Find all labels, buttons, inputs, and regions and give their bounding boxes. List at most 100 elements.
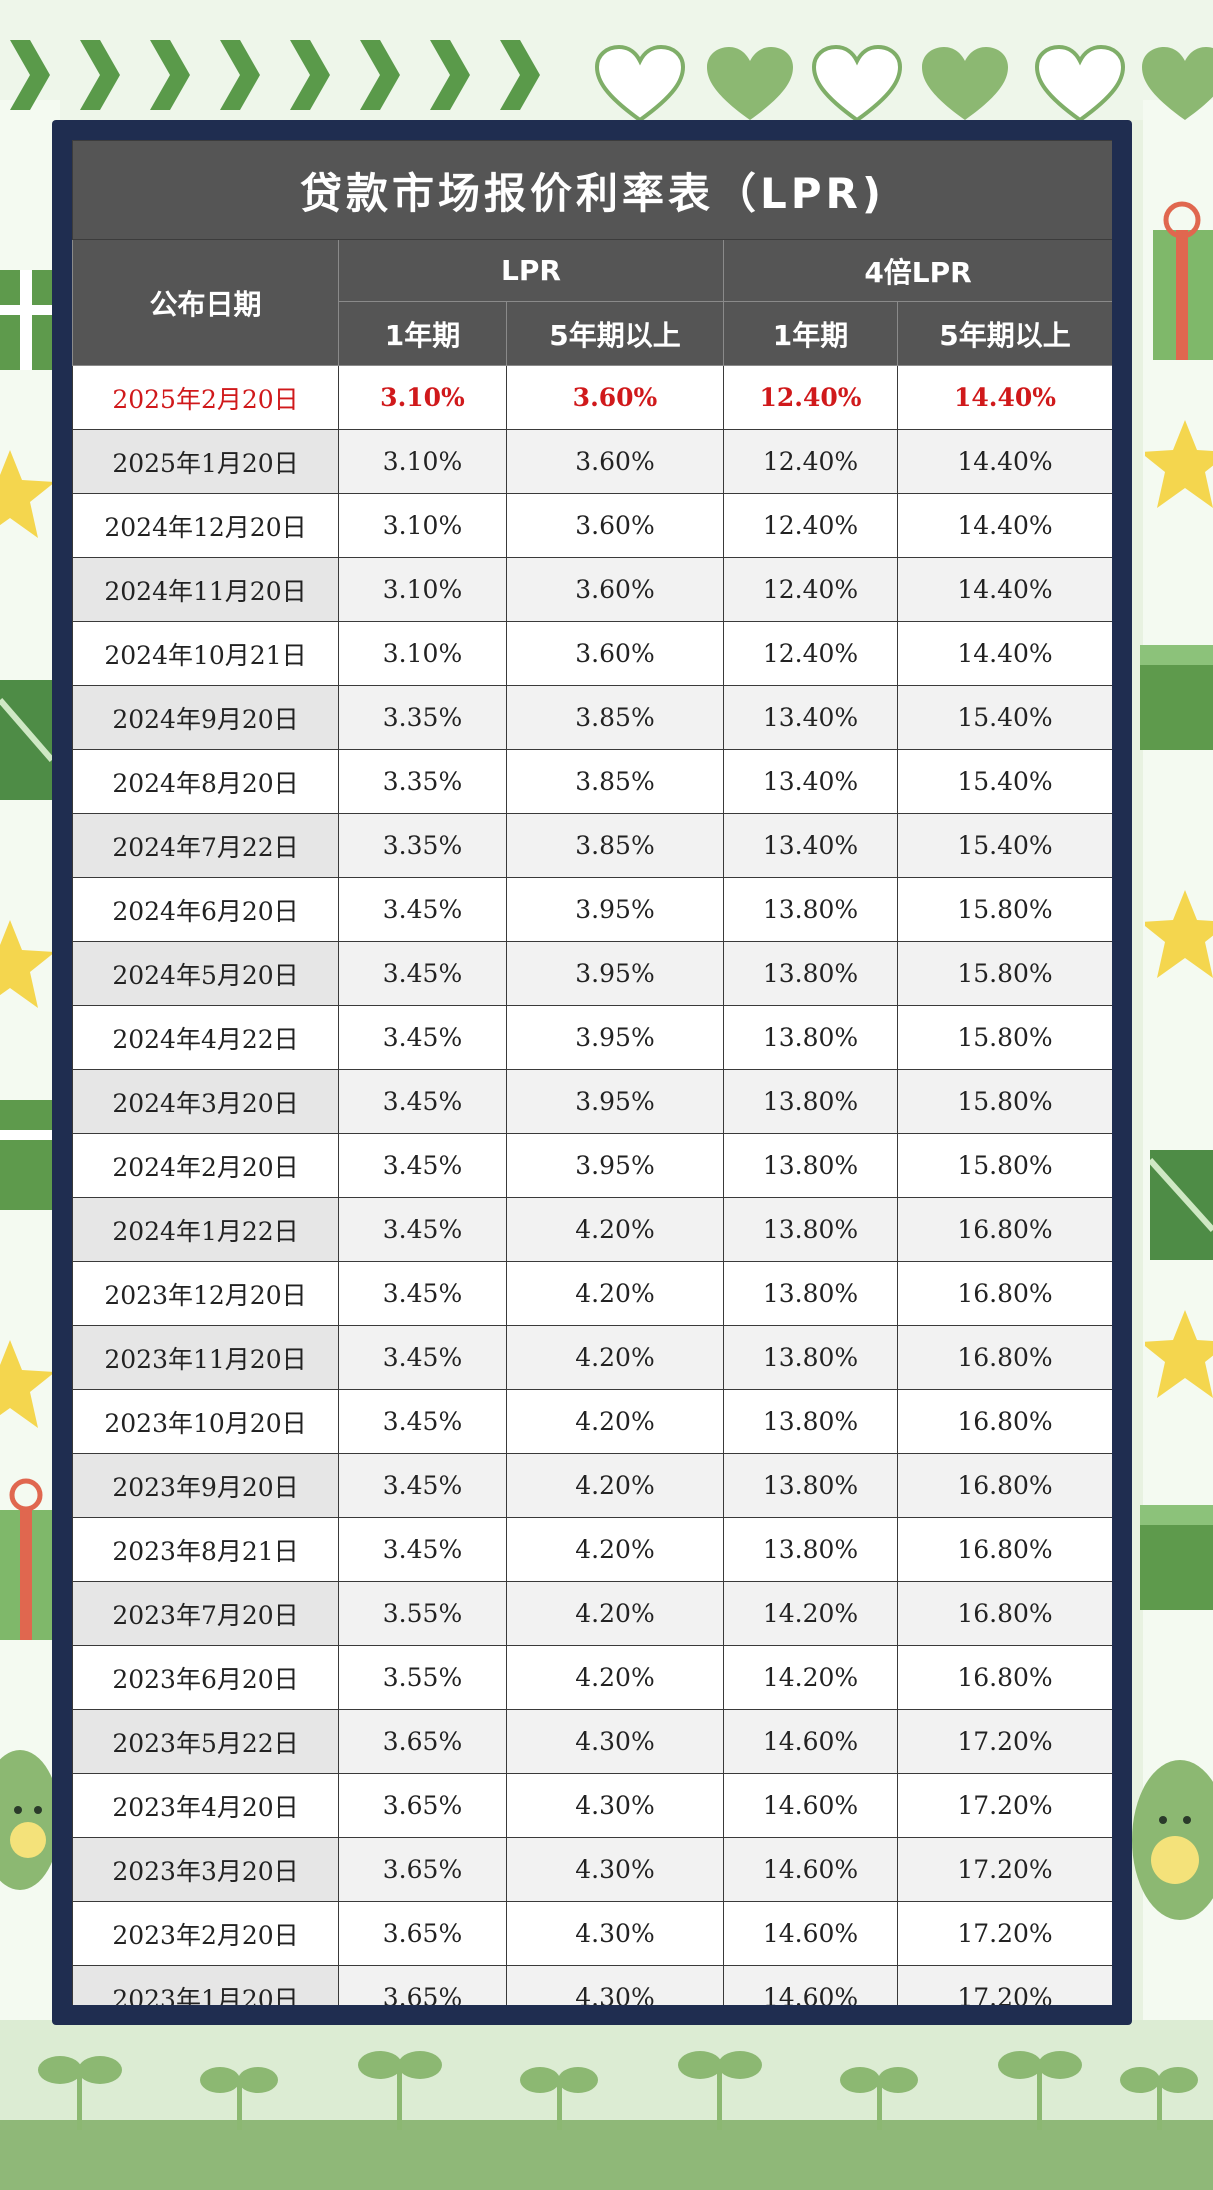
lpr-1y-cell: 3.35% (338, 813, 507, 878)
4x-lpr-1y-cell: 14.20% (723, 1645, 898, 1710)
4x-lpr-5y-cell: 15.80% (896, 1069, 1112, 1134)
table-row: 2024年6月20日 3.45% 3.95% 13.80% 15.80% (72, 877, 1112, 942)
table-row: 2024年12月20日 3.10% 3.60% 12.40% 14.40% (72, 493, 1112, 558)
gift-box-icon (1153, 201, 1213, 360)
bean-character-icon (1132, 1760, 1213, 1920)
4x-lpr-5y-cell: 14.40% (896, 621, 1112, 686)
date-cell: 2024年9月20日 (72, 685, 339, 750)
4x-lpr-5y-cell: 17.20% (896, 1837, 1112, 1902)
grass-strip (0, 2120, 1213, 2190)
table-row: 2024年8月20日 3.35% 3.85% 13.40% 15.40% (72, 749, 1112, 814)
date-cell: 2023年12月20日 (72, 1261, 339, 1326)
table-row: 2023年6月20日 3.55% 4.20% 14.20% 16.80% (72, 1645, 1112, 1710)
lpr-1y-cell: 3.45% (338, 1261, 507, 1326)
table-row: 2024年10月21日 3.10% 3.60% 12.40% 14.40% (72, 621, 1112, 686)
table-row: 2023年11月20日 3.45% 4.20% 13.80% 16.80% (72, 1325, 1112, 1390)
table-row: 2023年3月20日 3.65% 4.30% 14.60% 17.20% (72, 1837, 1112, 1902)
lpr-1y-cell: 3.35% (338, 685, 507, 750)
4x-lpr-5y-cell: 17.20% (896, 1709, 1112, 1774)
date-cell: 2024年11月20日 (72, 557, 339, 622)
4x-lpr-5y-cell: 14.40% (896, 365, 1112, 430)
4x-lpr-group-header: 4倍LPR (722, 239, 1112, 302)
lpr-5y-cell: 4.20% (506, 1517, 724, 1582)
date-cell: 2025年2月20日 (72, 365, 339, 430)
4x-lpr-5y-cell: 16.80% (896, 1325, 1112, 1390)
table-row: 2025年2月20日 3.10% 3.60% 12.40% 14.40% (72, 365, 1112, 430)
lpr-1y-cell: 3.55% (338, 1645, 507, 1710)
lpr-5y-cell: 4.30% (506, 1837, 724, 1902)
table-row: 2023年12月20日 3.45% 4.20% 13.80% 16.80% (72, 1261, 1112, 1326)
lpr-5y-cell: 3.60% (506, 429, 724, 494)
date-cell: 2024年3月20日 (72, 1069, 339, 1134)
date-cell: 2024年12月20日 (72, 493, 339, 558)
gift-box-icon (0, 1100, 52, 1210)
date-cell: 2023年7月20日 (72, 1581, 339, 1646)
lpr-1y-cell: 3.10% (338, 429, 507, 494)
4x-lpr-5y-cell: 17.20% (896, 1965, 1112, 2005)
4x-lpr-5y-cell: 15.80% (896, 1005, 1112, 1070)
4x-lpr-1y-cell: 13.80% (723, 1453, 898, 1518)
table-row: 2024年3月20日 3.45% 3.95% 13.80% 15.80% (72, 1069, 1112, 1134)
star-icon (0, 920, 55, 1008)
4x-lpr-5y-cell: 14.40% (896, 557, 1112, 622)
4x-lpr-5y-cell: 16.80% (896, 1197, 1112, 1262)
lpr-5y-cell: 4.20% (506, 1197, 724, 1262)
sprout-row-decoration (38, 2051, 1198, 2130)
4x-lpr-1y-cell: 13.80% (723, 1261, 898, 1326)
gift-box-icon (1140, 1505, 1213, 1610)
4x-lpr-5y-cell: 14.40% (896, 493, 1112, 558)
4x-lpr-1y-cell: 12.40% (723, 621, 898, 686)
table-row: 2024年2月20日 3.45% 3.95% 13.80% 15.80% (72, 1133, 1112, 1198)
date-cell: 2025年1月20日 (72, 429, 339, 494)
gift-box-icon (1140, 645, 1213, 750)
table-row: 2023年5月22日 3.65% 4.30% 14.60% 17.20% (72, 1709, 1112, 1774)
bean-character-icon (0, 1750, 55, 1890)
date-cell: 2024年2月20日 (72, 1133, 339, 1198)
lpr-1y-cell: 3.45% (338, 941, 507, 1006)
date-cell: 2024年5月20日 (72, 941, 339, 1006)
4x-lpr-5y-cell: 15.80% (896, 941, 1112, 1006)
lpr-group-header: LPR (338, 239, 724, 302)
lpr-5y-cell: 3.60% (506, 365, 724, 430)
table-row: 2024年1月22日 3.45% 4.20% 13.80% 16.80% (72, 1197, 1112, 1262)
4x-lpr-5y-cell: 15.40% (896, 685, 1112, 750)
lpr-5y-cell: 3.95% (506, 941, 724, 1006)
heart-filled-icon (707, 47, 793, 120)
table-panel: 贷款市场报价利率表（LPR) 公布日期 LPR 4倍LPR 1年期 5年期以上 … (52, 120, 1132, 2025)
table-body: 2025年2月20日 3.10% 3.60% 12.40% 14.40% 2025年1月2… (72, 365, 1112, 2005)
date-cell: 2023年2月20日 (72, 1901, 339, 1966)
4x-lpr-1y-cell: 13.80% (723, 877, 898, 942)
chevron-right-icon (290, 40, 330, 110)
table-row: 2023年8月21日 3.45% 4.20% 13.80% 16.80% (72, 1517, 1112, 1582)
lpr-5y-cell: 3.95% (506, 1133, 724, 1198)
chevron-right-icon (430, 40, 470, 110)
date-cell: 2023年6月20日 (72, 1645, 339, 1710)
lpr-1y-cell: 3.45% (338, 1453, 507, 1518)
4x-lpr-1y-cell: 13.80% (723, 1325, 898, 1390)
gift-box-icon (0, 270, 52, 370)
lpr-5y-cell: 4.30% (506, 1965, 724, 2005)
right-decoration-band (1143, 100, 1213, 2030)
lpr-5y-cell: 3.60% (506, 557, 724, 622)
4x-lpr-5y-cell: 16.80% (896, 1389, 1112, 1454)
4x-lpr-5y-cell: 15.80% (896, 877, 1112, 942)
heart-filled-icon (1142, 47, 1213, 120)
lpr-5y-cell: 4.20% (506, 1389, 724, 1454)
table-row: 2023年9月20日 3.45% 4.20% 13.80% 16.80% (72, 1453, 1112, 1518)
lpr-1y-cell: 3.45% (338, 1133, 507, 1198)
4x-lpr-1y-cell: 13.80% (723, 1069, 898, 1134)
4x-lpr-1y-cell: 13.40% (723, 749, 898, 814)
date-cell: 2023年10月20日 (72, 1389, 339, 1454)
table-panel-inner: 贷款市场报价利率表（LPR) 公布日期 LPR 4倍LPR 1年期 5年期以上 … (72, 140, 1112, 2005)
table-row: 2024年9月20日 3.35% 3.85% 13.40% 15.40% (72, 685, 1112, 750)
gift-box-icon (1150, 1150, 1213, 1260)
chevron-right-icon (220, 40, 260, 110)
heart-filled-icon (922, 47, 1008, 120)
date-cell: 2024年6月20日 (72, 877, 339, 942)
lpr-1y-cell: 3.10% (338, 493, 507, 558)
4x-lpr-1y-cell: 13.80% (723, 1517, 898, 1582)
table-row: 2025年1月20日 3.10% 3.60% 12.40% 14.40% (72, 429, 1112, 494)
4x-lpr-5y-cell: 16.80% (896, 1581, 1112, 1646)
4x-lpr-1y-cell: 14.60% (723, 1709, 898, 1774)
table-row: 2023年4月20日 3.65% 4.30% 14.60% 17.20% (72, 1773, 1112, 1838)
